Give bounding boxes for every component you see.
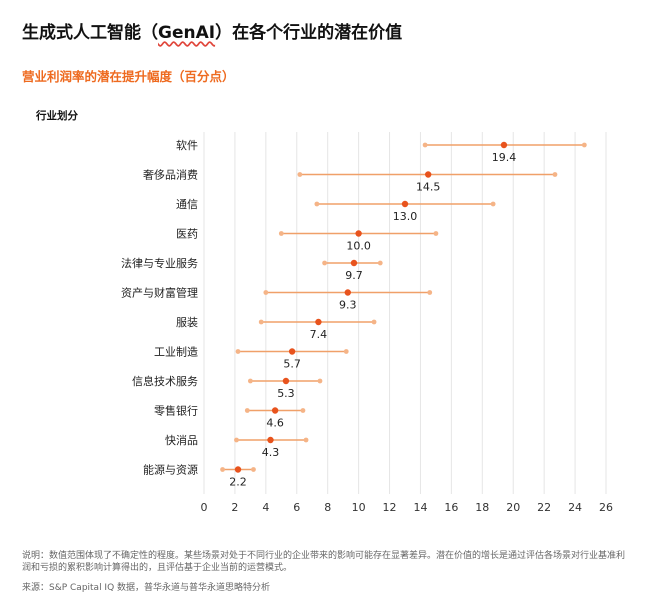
x-tick-label: 22	[537, 501, 551, 514]
x-tick-label: 2	[231, 501, 238, 514]
category-label: 信息技术服务	[132, 374, 198, 388]
value-point	[288, 348, 296, 355]
y-axis-header: 行业划分	[36, 110, 78, 122]
x-tick-label: 8	[324, 501, 331, 514]
dot-range-chart: 0 2 4 6 8 10 12 14 16 18 20 22 24 26软件19.4奢侈品消费14.5通信…	[121, 132, 613, 514]
range-low-marker	[247, 378, 253, 384]
value-label: 9.7	[345, 269, 363, 282]
value-label: 5.3	[277, 387, 295, 400]
value-point	[350, 259, 358, 267]
range-high-marker	[300, 408, 306, 413]
range-low-marker	[297, 172, 303, 177]
range-low-marker	[220, 467, 225, 472]
category-label: 通信	[176, 198, 198, 211]
category-label: 服装	[176, 316, 198, 329]
range-high-marker	[552, 172, 558, 177]
source-note: 来源：S&P Capital IQ 数据，普华永道与普华永道思略特分析	[22, 583, 271, 593]
category-label: 能源与资源	[143, 463, 198, 477]
range-high-marker	[433, 231, 439, 236]
chart-subtitle: 营业利润率的潜在提升幅度（百分点）	[22, 69, 235, 84]
x-tick-label: 4	[262, 501, 269, 514]
category-label: 奢侈品消费	[143, 168, 198, 182]
range-high-marker	[343, 349, 349, 354]
value-label: 10.0	[346, 240, 371, 253]
x-tick-label: 26	[599, 501, 613, 514]
range-low-marker	[278, 231, 284, 236]
value-label: 4.6	[266, 417, 284, 430]
x-tick-label: 12	[383, 501, 397, 514]
value-label: 9.3	[339, 299, 357, 312]
range-high-marker	[377, 260, 383, 266]
x-tick-label: 0	[201, 501, 208, 514]
category-label: 法律与专业服务	[121, 256, 198, 270]
category-label: 软件	[176, 138, 198, 152]
range-high-marker	[251, 467, 256, 472]
value-point	[234, 466, 242, 473]
range-low-marker	[322, 260, 327, 266]
value-point	[401, 200, 409, 208]
range-high-marker	[427, 290, 433, 295]
title-prefix: 生成式人工智能（	[22, 23, 158, 43]
value-point	[271, 407, 279, 414]
range-low-marker	[235, 349, 241, 354]
x-tick-label: 6	[293, 501, 300, 514]
value-point	[315, 318, 322, 326]
x-tick-label: 18	[475, 501, 489, 514]
value-label: 7.4	[310, 328, 328, 341]
value-label: 13.0	[393, 210, 418, 223]
category-label: 医药	[176, 228, 198, 241]
value-label: 14.5	[416, 181, 441, 194]
category-label: 工业制造	[154, 345, 198, 359]
value-point	[424, 171, 432, 178]
title-brand: GenAI	[158, 23, 216, 43]
value-point	[500, 141, 508, 149]
range-high-marker	[490, 201, 496, 207]
range-high-marker	[317, 378, 323, 384]
value-label: 19.4	[492, 151, 517, 164]
footnote: 说明：数值范围体现了不确定性的程度。某些场景对处于不同行业的企业带来的影响可能存…	[22, 551, 626, 573]
x-tick-label: 14	[413, 501, 427, 514]
chart-title: 生成式人工智能（GenAI）在各个行业的潜在价值	[22, 18, 402, 43]
value-point	[355, 230, 362, 237]
x-tick-label: 10	[352, 501, 366, 514]
range-high-marker	[581, 142, 587, 148]
category-label: 零售银行	[154, 404, 198, 418]
value-label: 4.3	[262, 446, 280, 459]
value-label: 5.7	[283, 358, 301, 371]
x-tick-label: 24	[568, 501, 582, 514]
x-tick-label: 20	[506, 501, 520, 514]
range-high-marker	[303, 437, 309, 443]
range-low-marker	[263, 290, 269, 295]
category-label: 资产与财富管理	[121, 286, 198, 300]
range-low-marker	[234, 437, 239, 443]
range-low-marker	[244, 408, 250, 413]
title-suffix: ）在各个行业的潜在价值	[215, 23, 403, 43]
value-point	[344, 289, 351, 296]
x-tick-label: 16	[444, 501, 458, 514]
value-point	[282, 377, 290, 385]
category-label: 快消品	[165, 433, 198, 447]
value-label: 2.2	[229, 476, 247, 489]
range-low-marker	[314, 201, 320, 207]
range-low-marker	[258, 319, 264, 325]
value-point	[267, 436, 274, 444]
range-low-marker	[422, 142, 428, 148]
range-high-marker	[371, 319, 377, 325]
